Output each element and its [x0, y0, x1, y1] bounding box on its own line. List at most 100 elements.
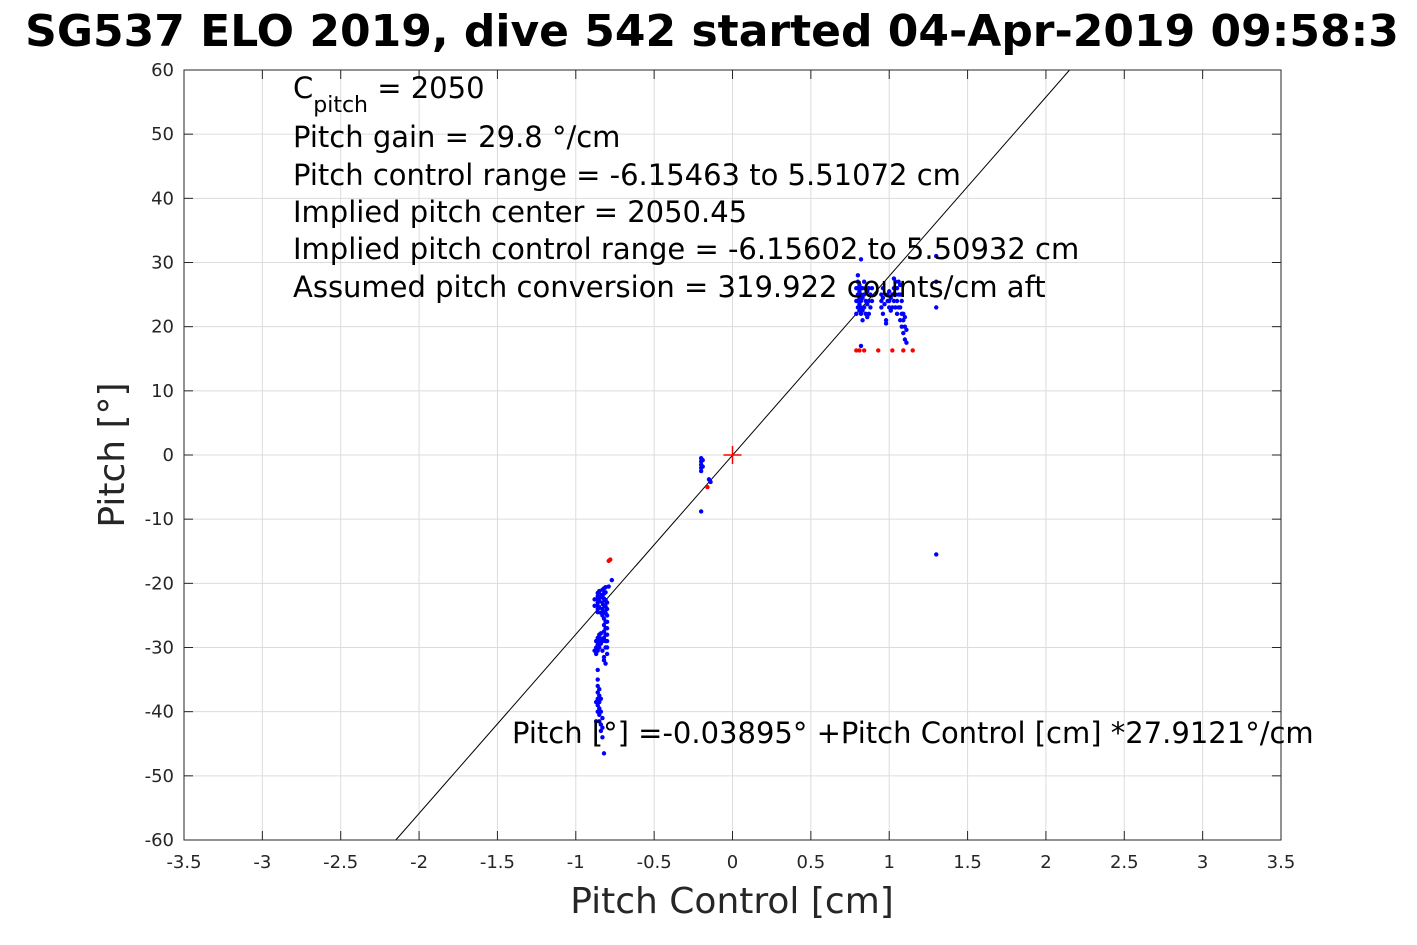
data-point [592, 603, 597, 608]
data-point [603, 590, 608, 595]
data-point [902, 314, 908, 320]
annotation-implied-pitch-control-range: Implied pitch control range = -6.15602 t… [293, 232, 1079, 266]
data-point [604, 613, 610, 618]
x-tick-label: 1.5 [953, 852, 982, 873]
data-point [604, 638, 610, 644]
data-point [879, 305, 884, 310]
x-tick-label: -3 [253, 852, 271, 873]
data-point [857, 348, 862, 353]
y-tick-label: -60 [145, 830, 174, 851]
x-tick-label: -3.5 [166, 852, 201, 873]
data-point [891, 276, 897, 281]
data-point [934, 552, 939, 557]
data-point [897, 282, 903, 288]
data-point [861, 292, 867, 297]
data-point [854, 311, 859, 317]
data-point [899, 298, 904, 304]
data-point [901, 330, 906, 336]
data-point [606, 584, 611, 589]
data-point [705, 484, 710, 490]
y-tick-label: -50 [145, 766, 174, 787]
data-point [893, 292, 898, 297]
data-point [604, 600, 610, 605]
data-point [601, 751, 607, 756]
y-tick-label: 30 [151, 253, 174, 274]
data-point [890, 305, 895, 310]
data-point [910, 348, 915, 353]
data-point [608, 557, 613, 562]
data-point [593, 699, 599, 705]
data-point [595, 667, 600, 673]
data-point [698, 468, 704, 474]
data-point [891, 298, 897, 304]
data-point [897, 318, 903, 323]
x-tick-label: 2 [1040, 852, 1051, 873]
data-point [897, 305, 903, 310]
data-point [883, 318, 889, 323]
data-point [604, 632, 610, 637]
data-point [592, 648, 597, 653]
x-tick-label: 0.5 [797, 852, 826, 873]
data-point [868, 292, 873, 297]
chart-title: SG537 ELO 2019, dive 542 started 04-Apr-… [25, 6, 1399, 57]
data-point [593, 719, 599, 724]
data-point [894, 285, 900, 291]
y-tick-label: -10 [145, 509, 174, 530]
x-tick-label: 3.5 [1267, 852, 1296, 873]
fit-equation-label: Pitch [°] =-0.03895° +Pitch Control [cm]… [512, 716, 1314, 750]
x-tick-label: -1 [567, 852, 585, 873]
data-point [860, 285, 865, 291]
data-point [700, 457, 705, 463]
data-point [890, 292, 895, 297]
data-point [904, 327, 909, 333]
x-tick-label: -2 [410, 852, 428, 873]
data-point [600, 715, 605, 721]
data-point [600, 648, 605, 653]
annotation-c-pitch: Cpitch = 2050 [293, 71, 485, 118]
y-axis-label: Pitch [°] [92, 382, 133, 527]
data-point [708, 479, 713, 485]
data-point [861, 305, 867, 310]
y-tick-label: 0 [163, 445, 174, 466]
y-tick-label: -20 [145, 573, 174, 594]
data-point [609, 577, 615, 583]
data-point [899, 324, 904, 329]
y-tick-label: 60 [151, 60, 174, 81]
data-point [890, 348, 895, 353]
data-point [934, 253, 939, 259]
x-tick-label: -2.5 [323, 852, 358, 873]
data-point [598, 696, 604, 702]
axis-ticks [183, 69, 1282, 841]
data-point [880, 285, 886, 291]
y-tick-labels: -60 -50 -40 -30 -20 -10 0 10 20 30 40 50 60 [145, 60, 174, 851]
x-tick-labels: -3.5 -3 -2.5 -2 -1.5 -1 -0.5 0 0.5 1 1.5 2 2.5 3 3.5 [166, 852, 1295, 873]
data-point [593, 638, 599, 644]
data-point [866, 311, 872, 317]
data-point [858, 343, 864, 349]
data-point [891, 285, 897, 291]
center-marker-layer [723, 446, 742, 464]
data-point [854, 298, 859, 304]
x-tick-label: 2.5 [1110, 852, 1139, 873]
data-point [880, 295, 886, 300]
data-point [861, 279, 867, 284]
data-point [868, 305, 873, 310]
data-point [603, 661, 608, 666]
data-point [604, 651, 610, 657]
x-axis-label: Pitch Control [cm] [570, 881, 894, 922]
annotation-pitch-gain: Pitch gain = 29.8 °/cm [293, 120, 620, 154]
data-point [866, 298, 872, 304]
data-point [604, 606, 610, 612]
annotation-pitch-control-range: Pitch control range = -6.15463 to 5.5107… [293, 158, 961, 192]
data-point [601, 654, 607, 660]
data-point [893, 305, 898, 310]
data-point [858, 257, 864, 262]
data-point [598, 709, 604, 714]
data-point [600, 725, 605, 730]
data-point [882, 302, 887, 307]
data-point [595, 677, 600, 682]
data-point [901, 348, 906, 353]
data-point [861, 348, 867, 353]
annotation-block: Cpitch = 2050 Pitch gain = 29.8 °/cm Pit… [293, 71, 1079, 304]
